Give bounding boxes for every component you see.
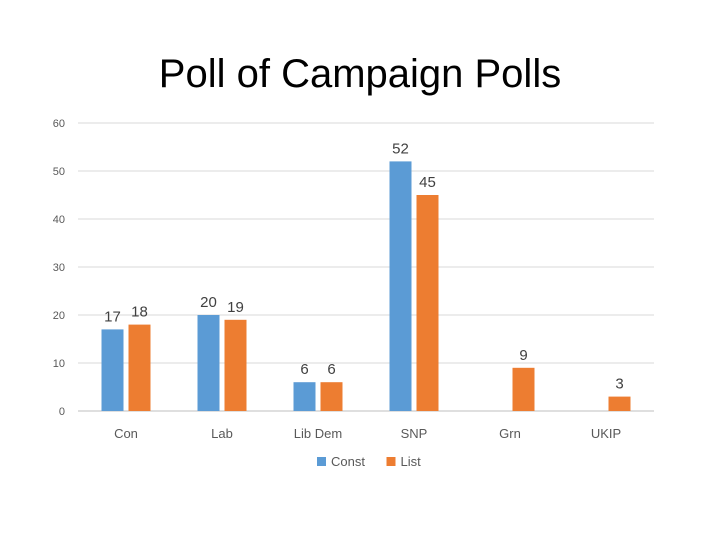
data-label: 20	[200, 294, 217, 311]
bar-const	[197, 315, 220, 411]
data-label: 18	[131, 304, 148, 321]
data-label: 52	[392, 140, 409, 157]
y-tick-label: 40	[53, 214, 65, 226]
chart-title: Poll of Campaign Polls	[158, 52, 562, 96]
x-tick-label: Lab	[211, 426, 233, 441]
bar-list	[416, 195, 439, 411]
bar-const	[101, 329, 124, 411]
data-label: 6	[300, 361, 308, 378]
data-label: 9	[519, 347, 527, 364]
bar-list	[224, 319, 247, 411]
x-tick-label: Grn	[499, 426, 521, 441]
y-tick-label: 60	[53, 118, 65, 130]
x-tick-label: Lib Dem	[294, 426, 342, 441]
bar-list	[128, 324, 151, 411]
y-tick-label: 0	[59, 406, 65, 418]
legend-label: List	[401, 454, 422, 469]
x-tick-label: SNP	[401, 426, 428, 441]
data-label: 19	[227, 299, 244, 316]
bar-list	[608, 396, 631, 411]
y-tick-label: 10	[53, 358, 65, 370]
data-label: 3	[615, 376, 623, 393]
data-label: 45	[419, 174, 436, 191]
bar-const	[389, 161, 412, 411]
legend-label: Const	[331, 454, 365, 469]
y-tick-label: 30	[53, 262, 65, 274]
x-tick-label: Con	[114, 426, 138, 441]
data-label: 6	[327, 361, 335, 378]
bar-const	[293, 382, 316, 411]
y-tick-label: 50	[53, 166, 65, 178]
y-tick-label: 20	[53, 310, 65, 322]
x-tick-label: UKIP	[591, 426, 621, 441]
legend-swatch	[317, 457, 326, 466]
bar-list	[512, 367, 535, 411]
legend-swatch	[386, 457, 396, 466]
data-label: 17	[104, 308, 121, 325]
bar-list	[320, 382, 343, 411]
